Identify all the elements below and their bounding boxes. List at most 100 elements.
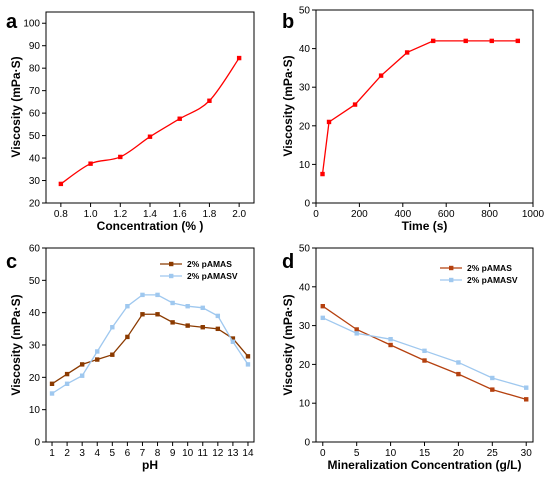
data-point [236, 55, 242, 61]
data-point [155, 312, 160, 317]
data-point [352, 102, 358, 107]
data-point [320, 315, 325, 321]
y-tick-label: 70 [29, 86, 41, 97]
y-tick-label: 0 [304, 438, 310, 449]
y-tick-label: 10 [299, 399, 311, 410]
y-tick-label: 100 [23, 19, 40, 30]
legend-entry: 2% pAMASV [187, 271, 238, 281]
legend-marker [449, 277, 454, 283]
series-line [51, 294, 249, 395]
y-tick-label: 50 [299, 6, 311, 17]
data-point [354, 331, 359, 336]
data-point [230, 339, 236, 344]
x-tick-label: 1.6 [173, 209, 187, 220]
y-tick-label: 20 [299, 121, 311, 132]
data-point [524, 385, 529, 390]
data-point [125, 304, 130, 309]
data-point [456, 371, 461, 377]
y-tick-label: 40 [299, 282, 311, 293]
x-tick-label: 1.2 [113, 209, 127, 220]
series-line [51, 313, 249, 385]
y-tick-label: 10 [299, 160, 311, 171]
y-tick-label: 0 [34, 438, 40, 449]
legend-entry: 2% pAMASV [467, 275, 518, 285]
data-point [320, 304, 325, 309]
panel-c-viscosity-vs-ph: 1 2 3 4 5 6 7 8 9 10 11 12 13 140102030405060pHViscos… [6, 244, 255, 472]
y-tick-label: 10 [29, 405, 41, 416]
x-tick-label: 20 [453, 448, 465, 459]
y-axis-label: Viscosity (mPa·S) [281, 294, 295, 395]
data-point [388, 342, 393, 348]
x-tick-label: 11 [198, 448, 209, 459]
y-tick-label: 40 [299, 44, 311, 55]
data-point [49, 391, 55, 396]
y-tick-label: 60 [29, 109, 41, 120]
legend-entry: 2% pAMAS [187, 259, 232, 269]
y-tick-label: 20 [29, 373, 41, 384]
panel-b-viscosity-vs-time: 0 200 400 600 800 1000 0 10 20 30 40 50 Time (s) Visc… [281, 6, 545, 234]
x-tick-label: 0 [313, 209, 319, 220]
x-tick-label: 10 [385, 448, 397, 459]
data-point [230, 336, 236, 341]
data-point [185, 323, 190, 328]
data-point [354, 327, 359, 332]
data-point [378, 73, 384, 78]
data-point [404, 50, 410, 55]
x-tick-label: 1.8 [202, 209, 216, 220]
data-point [79, 362, 85, 367]
data-point [200, 305, 205, 311]
x-tick-label: 10 [182, 448, 194, 459]
data-point [110, 352, 115, 357]
data-point [185, 304, 190, 309]
data-point [320, 171, 325, 177]
panel-d-viscosity-vs-mineralization: 0 5 10 15 20 25 30 0 10 20 30 40 50 Mineralization Co… [281, 244, 534, 472]
data-point [326, 119, 332, 125]
x-tick-label: 13 [227, 448, 239, 459]
y-tick-label: 0 [304, 199, 310, 210]
data-point [490, 375, 495, 381]
data-point [95, 349, 100, 354]
x-tick-label: 14 [242, 448, 254, 459]
x-tick-label: 25 [487, 448, 499, 459]
data-point [64, 371, 70, 377]
data-point [177, 116, 182, 121]
legend-marker [169, 261, 174, 267]
x-tick-label: 5 [354, 448, 360, 459]
panel-label: a [6, 11, 18, 33]
data-point [170, 300, 175, 306]
data-point [147, 134, 153, 139]
x-tick-label: 9 [170, 448, 176, 459]
panel-label: c [6, 251, 17, 273]
panel-label: d [282, 251, 294, 273]
x-tick-label: 400 [394, 209, 411, 220]
x-tick-label: 30 [521, 448, 533, 459]
y-tick-label: 60 [29, 244, 41, 255]
y-tick-label: 30 [299, 321, 311, 332]
data-point [515, 38, 521, 44]
y-tick-label: 30 [29, 341, 41, 352]
data-point [140, 292, 145, 298]
data-point [489, 38, 494, 44]
x-tick-label: 0.8 [54, 209, 68, 220]
data-point [140, 312, 145, 317]
x-tick-label: 1000 [522, 209, 545, 220]
data-point [200, 325, 205, 330]
data-point [125, 334, 130, 340]
data-point [49, 381, 55, 386]
x-tick-label: 1.0 [84, 209, 98, 220]
panel-label: b [282, 11, 294, 33]
plot-frame [45, 11, 255, 204]
data-point [215, 313, 221, 319]
x-axis-label: pH [142, 458, 158, 472]
data-point [245, 362, 251, 367]
data-point [456, 360, 461, 365]
y-tick-label: 90 [29, 41, 41, 52]
y-tick-label: 80 [29, 64, 41, 75]
x-tick-label: 2 [64, 448, 70, 459]
x-tick-label: 8 [155, 448, 161, 459]
series-line [321, 40, 518, 175]
series-line [60, 57, 240, 185]
x-tick-label: 4 [94, 448, 100, 459]
data-point [422, 358, 427, 363]
